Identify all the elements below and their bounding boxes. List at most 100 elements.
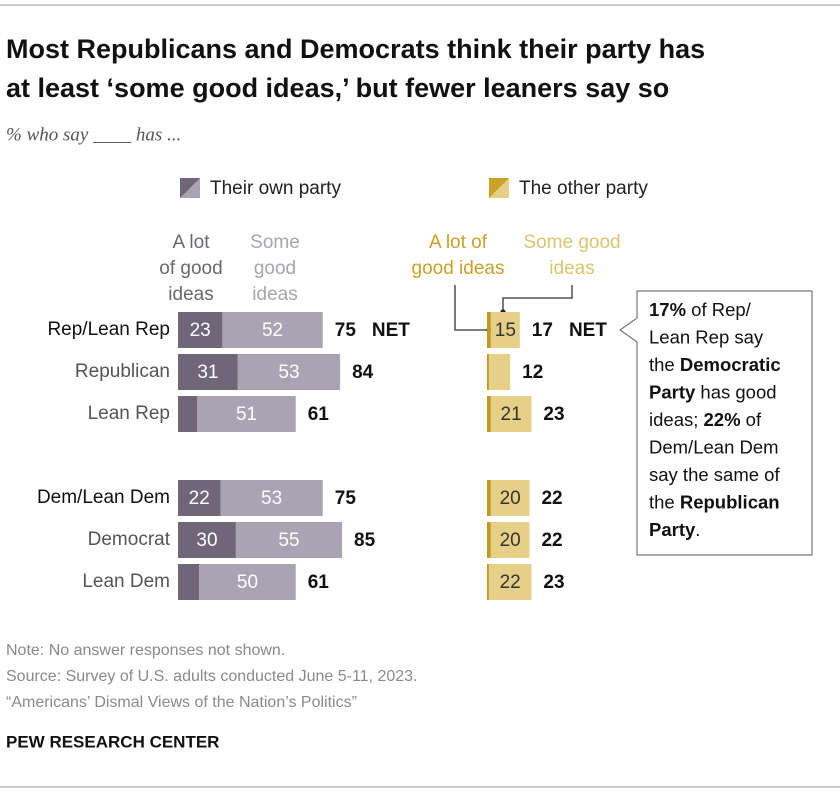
net-label: NET [569, 320, 607, 341]
bar [490, 396, 532, 432]
total-label: 75 [335, 320, 357, 341]
total-label: 75 [335, 488, 357, 509]
legend-label: Their own party [210, 178, 341, 199]
value-label: 50 [237, 572, 258, 593]
value-label: 22 [189, 488, 210, 509]
annotation-run: of Rep/ [686, 299, 752, 320]
legend-swatch-shade [489, 178, 509, 198]
bar [235, 522, 343, 558]
bar [487, 396, 491, 432]
leader-line [502, 285, 573, 311]
annotation-run: Lean Rep say [649, 326, 764, 347]
bar [199, 564, 296, 600]
category-label: Dem/Lean Dem [37, 487, 170, 508]
bar [490, 312, 520, 348]
series-header: Some good ideas [250, 232, 300, 305]
note: Note: No answer responses not shown. [6, 642, 285, 659]
annotation-run: 17% [649, 299, 686, 320]
annotation-run: the [649, 354, 680, 375]
bar [487, 522, 491, 558]
annotation-line: Party. [649, 519, 700, 540]
legend-swatch-shade [180, 178, 200, 198]
legend-label: The other party [519, 178, 648, 199]
bar [487, 480, 491, 516]
annotation-run: . [695, 519, 700, 540]
subtitle: % who say ____ has ... [6, 124, 181, 145]
total-label: 23 [543, 404, 564, 425]
value-label: 30 [196, 530, 217, 551]
callout-box [618, 290, 813, 556]
annotation-line: Party has good [649, 381, 777, 402]
value-label: 23 [190, 320, 211, 341]
value-label: 15 [495, 320, 516, 341]
series-header: Some good ideas [523, 232, 620, 279]
value-label: 22 [500, 572, 521, 593]
bar [178, 522, 236, 558]
source-label: PEW RESEARCH CENTER [6, 732, 219, 751]
category-label: Democrat [88, 529, 171, 550]
series-header: A lot of good ideas [159, 232, 222, 305]
note: “Americans’ Dismal Views of the Nation’s… [6, 694, 357, 711]
annotation-run: the [649, 491, 680, 512]
annotation-run: Republican [680, 491, 780, 512]
bar [178, 396, 198, 432]
bar [222, 312, 323, 348]
annotation-line: Dem/Lean Dem [649, 436, 779, 457]
bar [490, 522, 530, 558]
annotation-line: say the same of [649, 464, 780, 485]
value-label: 53 [278, 362, 299, 383]
value-label: 53 [261, 488, 282, 509]
total-label: 85 [354, 530, 376, 551]
bar [178, 564, 200, 600]
bar [178, 312, 223, 348]
total-label: 61 [308, 572, 330, 593]
total-label: 12 [522, 362, 543, 383]
bar [487, 312, 491, 348]
value-label: 52 [262, 320, 283, 341]
bar [487, 564, 489, 600]
category-label: Republican [75, 361, 170, 382]
bar [490, 480, 530, 516]
annotation-run: of [741, 409, 762, 430]
total-label: 17 [532, 320, 553, 341]
bar [220, 480, 323, 516]
total-label: 22 [541, 488, 562, 509]
category-label: Rep/Lean Rep [47, 319, 170, 340]
annotation-line: Lean Rep say [649, 326, 764, 347]
leader-line [454, 285, 488, 331]
annotation-line: 17% of Rep/ [649, 299, 752, 320]
annotation-run: has good [695, 381, 776, 402]
category-label: Lean Rep [88, 403, 170, 424]
total-label: 84 [352, 362, 374, 383]
net-label: NET [372, 320, 410, 341]
bar [237, 354, 341, 390]
chart-title: at least ‘some good ideas,’ but fewer le… [6, 73, 669, 103]
annotation-run: 22% [704, 409, 741, 430]
note: Source: Survey of U.S. adults conducted … [6, 668, 418, 685]
bar [488, 564, 532, 600]
annotation-run: Democratic [680, 354, 781, 375]
annotation-run: Dem/Lean Dem [649, 436, 779, 457]
annotation-run: Party [649, 381, 696, 402]
bar [197, 396, 296, 432]
value-label: 21 [501, 404, 522, 425]
value-label: 20 [500, 488, 521, 509]
bar [178, 354, 238, 390]
value-label: 31 [197, 362, 218, 383]
value-label: 20 [500, 530, 521, 551]
total-label: 22 [541, 530, 562, 551]
category-label: Lean Dem [82, 571, 170, 592]
bar [487, 354, 489, 390]
bar [178, 480, 221, 516]
annotation-line: the Republican [649, 491, 780, 512]
annotation-line: the Democratic [649, 354, 781, 375]
series-header: A lot of good ideas [412, 232, 505, 279]
annotation-line: ideas; 22% of [649, 409, 762, 430]
bar [488, 354, 511, 390]
value-label: 51 [236, 404, 257, 425]
annotation-run: say the same of [649, 464, 780, 485]
value-label: 55 [278, 530, 299, 551]
annotation-run: ideas; [649, 409, 704, 430]
chart-title: Most Republicans and Democrats think the… [6, 34, 705, 64]
